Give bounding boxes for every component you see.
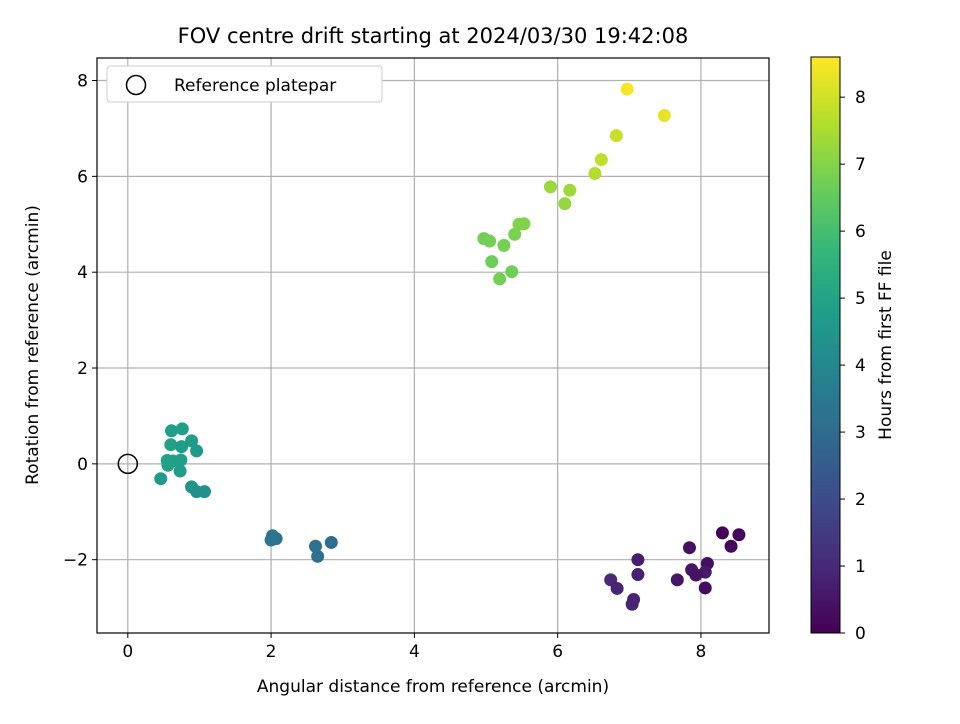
data-point xyxy=(563,183,577,197)
x-tick-label: 6 xyxy=(552,642,563,662)
data-point xyxy=(724,539,738,553)
legend-reference-marker xyxy=(125,74,147,96)
data-point xyxy=(311,549,325,563)
data-point xyxy=(508,227,522,241)
data-point xyxy=(309,539,323,553)
colorbar-tick-label: 7 xyxy=(855,155,866,175)
data-point xyxy=(609,129,623,143)
data-point xyxy=(190,444,204,458)
data-point xyxy=(175,422,189,436)
data-point xyxy=(197,485,211,499)
data-point xyxy=(324,535,338,549)
scatter-points xyxy=(117,82,746,611)
y-tick-label: 2 xyxy=(77,359,88,379)
y-axis-label: Rotation from reference (arcmin) xyxy=(23,205,43,485)
data-point xyxy=(732,528,746,542)
colorbar-tick-label: 3 xyxy=(855,423,866,443)
data-point xyxy=(164,438,178,452)
data-point xyxy=(493,272,507,286)
plot-frame xyxy=(96,57,770,634)
data-point xyxy=(161,458,175,472)
colorbar-tick-label: 5 xyxy=(855,289,866,309)
data-point xyxy=(175,440,189,454)
x-axis-label: Angular distance from reference (arcmin) xyxy=(257,677,609,697)
data-point xyxy=(610,581,624,595)
data-point xyxy=(588,166,602,180)
data-point xyxy=(543,180,557,194)
colorbar-tick-label: 4 xyxy=(855,356,866,376)
data-point xyxy=(497,238,511,252)
data-point xyxy=(154,472,168,486)
y-tick-label: 4 xyxy=(77,263,88,283)
data-point xyxy=(483,234,497,248)
data-point xyxy=(631,568,645,582)
axis-ticks: 0 2 4 6 8 −2 0 2 4 6 8 xyxy=(63,72,706,662)
data-point xyxy=(185,434,199,448)
colorbar-tick-label: 2 xyxy=(855,490,866,510)
x-tick-label: 2 xyxy=(266,642,277,662)
data-point xyxy=(670,573,684,587)
colorbar-tick-label: 6 xyxy=(855,222,866,242)
legend-box xyxy=(106,65,383,103)
data-point xyxy=(173,464,187,478)
reference-platepar-marker xyxy=(117,453,139,475)
x-tick-label: 8 xyxy=(696,642,707,662)
data-point xyxy=(505,265,519,279)
data-point xyxy=(625,597,639,611)
grid xyxy=(97,58,769,633)
colorbar-tick-label: 1 xyxy=(855,557,866,577)
y-tick-label: −2 xyxy=(63,551,88,571)
y-tick-label: 6 xyxy=(77,167,88,187)
data-point xyxy=(485,255,499,269)
data-point xyxy=(558,197,572,211)
x-tick-label: 0 xyxy=(122,642,133,662)
legend: Reference platepar xyxy=(106,65,383,103)
legend-reference-label: Reference platepar xyxy=(174,76,336,96)
colorbar: 0 1 2 3 4 5 6 7 8 Hours from first FF file xyxy=(810,56,896,644)
data-point xyxy=(631,553,645,567)
colorbar-label: Hours from first FF file xyxy=(876,250,896,440)
data-point xyxy=(620,82,634,96)
x-tick-label: 4 xyxy=(409,642,420,662)
colorbar-gradient xyxy=(810,56,841,634)
data-point xyxy=(594,153,608,167)
data-point xyxy=(715,526,729,540)
colorbar-tick-label: 8 xyxy=(855,88,866,108)
colorbar-ticks: 0 1 2 3 4 5 6 7 8 xyxy=(840,88,866,644)
y-tick-label: 8 xyxy=(77,72,88,92)
data-point xyxy=(689,568,703,582)
y-tick-label: 0 xyxy=(77,455,88,475)
data-point xyxy=(698,581,712,595)
data-point xyxy=(174,453,188,467)
data-point xyxy=(165,424,179,438)
chart-title: FOV centre drift starting at 2024/03/30 … xyxy=(178,24,689,48)
data-point xyxy=(657,109,671,122)
colorbar-tick-label: 0 xyxy=(855,624,866,644)
data-point xyxy=(517,217,531,231)
data-point xyxy=(682,541,696,555)
data-point xyxy=(264,533,278,547)
